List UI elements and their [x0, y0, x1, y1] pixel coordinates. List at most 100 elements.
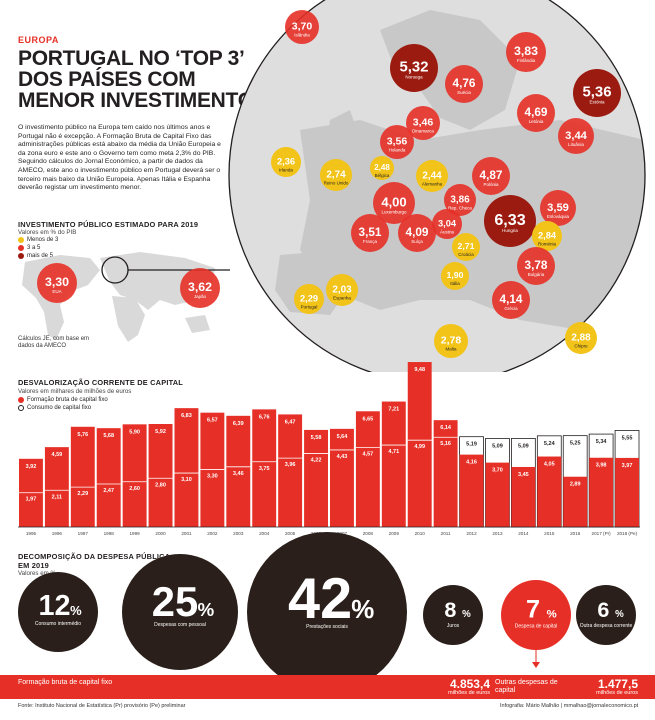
spending-label: Prestações sociais [306, 624, 348, 630]
bubble-value: 2,74 [326, 169, 346, 180]
legend-item-fbcf: Formação bruta de capital fixo [18, 396, 108, 404]
bubble-country-label: Áustria [440, 228, 455, 234]
fbcf-value: 4.853,4 [449, 677, 490, 691]
legend-dot-icon [18, 237, 24, 243]
bubble-value: 6,33 [494, 211, 525, 229]
legend-dot-icon [18, 253, 24, 259]
bubble-value: 4,14 [500, 293, 523, 306]
other-capital-label: Outras despesas de capital [495, 679, 558, 694]
spending-circle-2: 42 %Prestações sociais [247, 532, 407, 680]
bubble-circle [558, 118, 594, 154]
legend-label: Menos de 3 [27, 237, 59, 243]
bubble-circle [326, 274, 358, 306]
spending-unit: % [615, 609, 624, 620]
bubble-value: 2,44 [422, 170, 442, 181]
bubble-value: 4,00 [381, 194, 406, 209]
bubble-value: 3,30 [45, 275, 69, 289]
other-capital-value: 1.477,5 [597, 677, 638, 691]
bubble-value: 2,84 [538, 230, 557, 240]
bubble-country-label: Letónia [529, 119, 544, 124]
bubble-country-label: Irlanda [279, 167, 293, 172]
source-note: Fonte: Instituto Nacional de Estatística… [18, 703, 186, 709]
bubble-circle [271, 147, 301, 177]
land-uk [325, 110, 360, 175]
capital-footer-bar: Formação bruta de capital fixo 4.853,4 m… [0, 675, 655, 699]
bubble-circle [565, 322, 597, 354]
bubble-circle [517, 94, 555, 132]
bubble-country-label: Alemanha [422, 181, 443, 186]
spending-value: 7 [526, 596, 540, 624]
bubble-country-label: Roménia [538, 241, 557, 246]
bubble-value: 2,88 [571, 332, 591, 343]
bubble-value: 1,90 [447, 270, 464, 280]
bubble-circle [406, 106, 440, 140]
section-tag: EUROPA [18, 35, 59, 45]
spending-label: Juros [447, 623, 460, 629]
legend-dot-icon [18, 245, 24, 251]
bubble-value: 3,78 [525, 259, 548, 272]
bubble-value: 3,04 [438, 218, 457, 228]
bubble-value: 2,03 [332, 284, 352, 295]
bubble-value: 5,32 [400, 60, 429, 76]
decomposition-title: DECOMPOSIÇÃO DA DESPESA PÚBLICA EM 2019 [18, 552, 170, 570]
bubble-country-label: Noruega [405, 75, 423, 80]
fbcf-unit: milhões de euros [448, 690, 490, 696]
bubble-circle [540, 190, 576, 226]
map-notes: Cálculos JE, com base em dados da AMECO [18, 336, 90, 349]
page-title: PORTUGAL NO ‘TOP 3’ DOS PAÍSES COM MENOR… [18, 47, 254, 112]
bubble-circle [380, 125, 414, 159]
bubble-country-label: Eslováquia [547, 214, 570, 219]
intro-text: O investimento público na Europa tem caí… [18, 124, 221, 192]
spending-unit: % [198, 599, 215, 620]
bubble-country-label: Hungria [502, 228, 518, 233]
spending-value: 8 [444, 597, 456, 622]
bar-chart-title: DESVALORIZAÇÃO CORRENTE DE CAPITAL [18, 378, 184, 387]
bubble-country-label: Espanha [333, 295, 351, 300]
world-oceania-shape [185, 315, 210, 333]
spending-label: Despesas com pessoal [154, 622, 206, 628]
bubble-country-label: Luxemburgo [381, 209, 407, 214]
bubble-country-label: Bulgária [528, 272, 545, 277]
legend-item-high: mais de 5 [18, 252, 58, 260]
spending-circle-0: 12 % Consumo intermédio [18, 572, 98, 652]
legend-item-ccf: Consumo de capital fixo [18, 404, 108, 412]
spending-unit: % [70, 603, 82, 618]
bubble-circle [492, 281, 530, 319]
spending-circle-1: 25 % Despesas com pessoal [122, 554, 238, 670]
bubble-country-label: Reino Unido [324, 180, 349, 185]
highlight-arrow-icon [532, 662, 540, 668]
decomposition-circles: 12 % Consumo intermédio 25 % Despesas com pes… [18, 532, 636, 680]
bubble-value: 2,48 [374, 163, 390, 172]
bubble-country-label: Malta [445, 347, 457, 352]
bubble-country-label: Grécia [504, 306, 518, 311]
bubble-country-label: Dinamarca [412, 129, 434, 134]
spending-unit: % [351, 596, 374, 624]
bubble-country-label: Chipre [574, 343, 588, 348]
bubble-circle [517, 247, 555, 285]
bubble-country-label: Japão [194, 294, 207, 299]
spending-circle-3: 8 %Juros [423, 585, 483, 645]
bubble-circle [294, 284, 324, 314]
legend-item-low: Menos de 3 [18, 236, 58, 244]
other-capital-unit: milhões de euros [596, 690, 638, 696]
europe-circle-outline [228, 0, 646, 372]
map-subtitle: Valores em % do PIB [18, 229, 77, 236]
legend-dot-icon [18, 405, 24, 411]
decomposition-chart: 12 % Consumo intermédio 25 % Despesas com pes… [18, 532, 636, 680]
bubble-circle [432, 209, 462, 239]
bubble-circle [506, 32, 546, 72]
